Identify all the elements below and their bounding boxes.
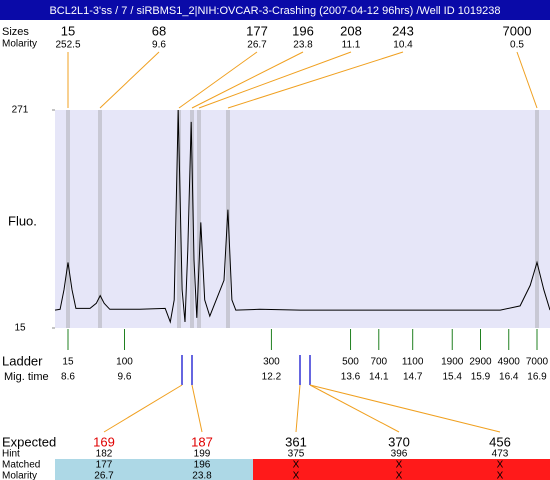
molarity-value: X	[293, 471, 300, 480]
ladder-size: 4900	[498, 357, 521, 368]
title-bar	[0, 0, 550, 20]
ladder-time: 13.6	[341, 372, 361, 383]
ladder-time: 16.9	[527, 372, 547, 383]
ladder-time: 14.7	[403, 372, 423, 383]
ladder-time: 14.1	[369, 372, 389, 383]
molarity-value: X	[396, 471, 403, 480]
hint-value: 199	[194, 449, 211, 460]
peak-molarity: 10.4	[393, 40, 413, 51]
ladder-size: 700	[370, 357, 387, 368]
hint-value: 473	[492, 449, 509, 460]
peak-connector	[191, 51, 304, 109]
peak-marker	[98, 110, 102, 328]
hint-value: 182	[96, 449, 113, 460]
peak-connector	[198, 51, 352, 109]
ladder-time: 15.4	[443, 372, 463, 383]
ladder-time: 8.6	[61, 372, 75, 383]
expected-value: 187	[191, 434, 213, 449]
molarity-value: 23.8	[192, 471, 212, 480]
peak-size: 7000	[503, 23, 532, 38]
matched-value: 177	[96, 460, 113, 471]
ladder-time: 12.2	[262, 372, 282, 383]
matched-band	[55, 459, 253, 480]
expected-value: 169	[93, 434, 115, 449]
hint-value: 375	[288, 449, 305, 460]
expected-value: 361	[285, 434, 307, 449]
molarity-value: X	[497, 471, 504, 480]
peak-size: 68	[152, 23, 166, 38]
y-axis-label: Fluo.	[8, 213, 37, 228]
y-tick-label: 15	[14, 323, 26, 334]
trace	[54, 109, 550, 324]
peak-molarity: 0.5	[510, 40, 524, 51]
ladder-size: 300	[263, 357, 280, 368]
ladder-size: 500	[342, 357, 359, 368]
ladder-size: 2900	[469, 357, 492, 368]
ladder-time: 15.9	[471, 372, 491, 383]
ladder-time: 16.4	[499, 372, 519, 383]
sizes-label: Sizes	[2, 26, 29, 38]
matched-value: 196	[194, 460, 211, 471]
peak-marker	[197, 110, 201, 328]
ladder-size: 1100	[402, 357, 424, 368]
expected-value: 370	[388, 434, 410, 449]
peak-marker	[66, 110, 70, 328]
ladder-size: 100	[116, 357, 133, 368]
peak-connector	[516, 51, 538, 109]
title: BCL2L1-3'ss / 7 / siRBMS1_2|NIH:OVCAR-3-…	[49, 5, 500, 17]
matched-value: X	[293, 460, 300, 471]
expected-value: 456	[489, 434, 511, 449]
y-tick-label: 271	[12, 105, 29, 116]
peak-size: 15	[61, 23, 75, 38]
peak-size: 196	[292, 23, 314, 38]
unmatched-band	[253, 459, 550, 480]
peak-size: 208	[340, 23, 362, 38]
peak-molarity: 252.5	[55, 40, 80, 51]
peak-connector	[227, 51, 404, 109]
peak-molarity: 23.8	[293, 40, 313, 51]
ladder-size: 1900	[441, 357, 464, 368]
row-label: Expected	[2, 434, 56, 449]
matched-value: X	[396, 460, 403, 471]
ladder-size: 7000	[526, 357, 549, 368]
molarity-label: Molarity	[2, 39, 37, 50]
ladder-size: 15	[62, 357, 74, 368]
blue-markers	[181, 355, 311, 385]
molarity-value: 26.7	[94, 471, 114, 480]
ladder-label: Ladder	[2, 353, 43, 368]
mig-time-label: Mig. time	[4, 371, 49, 383]
peak-size: 243	[392, 23, 414, 38]
peak-molarity: 9.6	[152, 40, 166, 51]
row-label: Hint	[2, 449, 20, 460]
expected-connectors	[103, 384, 501, 433]
ladder-time: 9.6	[118, 372, 132, 383]
peak-connector	[99, 51, 160, 109]
plot-area	[55, 110, 550, 328]
peak-marker	[535, 110, 539, 328]
peak-molarity: 11.1	[342, 40, 361, 51]
matched-value: X	[497, 460, 504, 471]
peak-size: 177	[246, 23, 268, 38]
peak-connector	[178, 51, 258, 109]
hint-value: 396	[391, 449, 408, 460]
row-label: Matched	[2, 460, 40, 471]
row-label: Molarity	[2, 471, 37, 480]
peak-molarity: 26.7	[247, 40, 267, 51]
peak-marker	[177, 110, 181, 328]
peak-marker	[190, 110, 194, 328]
